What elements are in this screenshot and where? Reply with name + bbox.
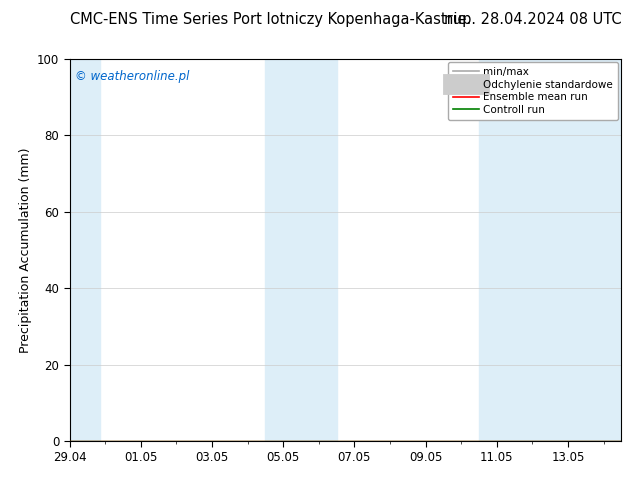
Y-axis label: Precipitation Accumulation (mm): Precipitation Accumulation (mm) [18, 147, 32, 353]
Legend: min/max, Odchylenie standardowe, Ensemble mean run, Controll run: min/max, Odchylenie standardowe, Ensembl… [448, 62, 618, 120]
Text: nie.. 28.04.2024 08 UTC: nie.. 28.04.2024 08 UTC [444, 12, 621, 27]
Bar [70, 59, 100, 441]
Text: CMC-ENS Time Series Port lotniczy Kopenhaga-Kastrup: CMC-ENS Time Series Port lotniczy Kopenh… [70, 12, 471, 27]
Text: © weatheronline.pl: © weatheronline.pl [75, 70, 190, 83]
Bar [266, 59, 337, 441]
Bar [479, 59, 621, 441]
